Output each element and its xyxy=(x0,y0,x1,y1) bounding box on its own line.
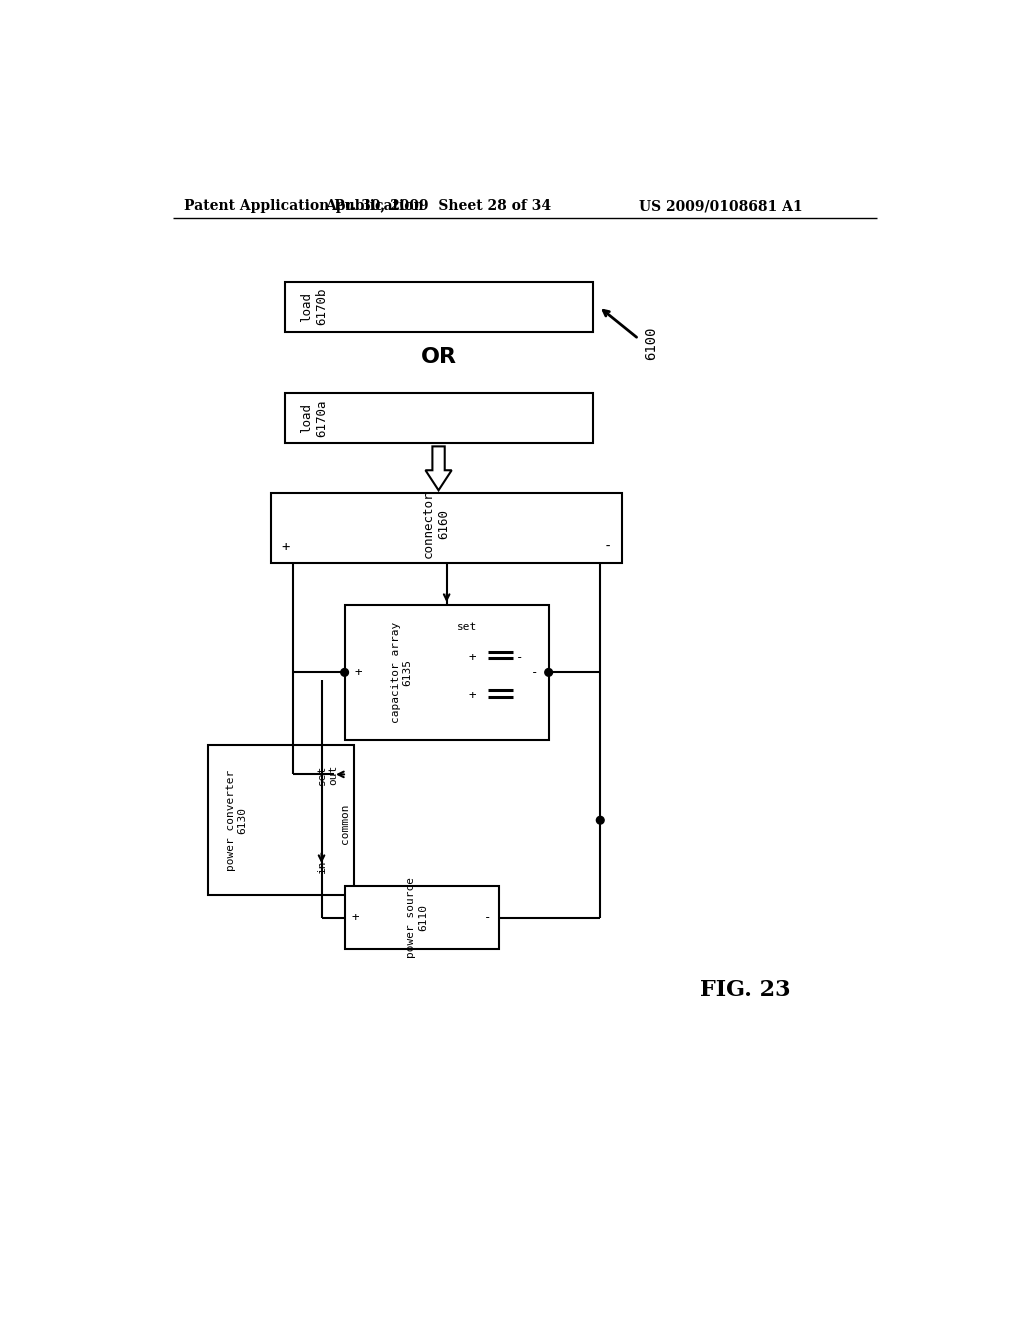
Text: connector
6160: connector 6160 xyxy=(422,491,451,558)
Text: capacitor array
6135: capacitor array 6135 xyxy=(391,622,413,723)
Circle shape xyxy=(341,668,348,676)
Text: out: out xyxy=(328,764,338,784)
Polygon shape xyxy=(425,446,452,490)
Text: +: + xyxy=(351,911,359,924)
Text: +: + xyxy=(469,651,476,664)
Bar xyxy=(345,605,549,739)
Text: set: set xyxy=(316,764,327,784)
Text: Apr. 30, 2009  Sheet 28 of 34: Apr. 30, 2009 Sheet 28 of 34 xyxy=(326,199,552,213)
Text: power converter
6130: power converter 6130 xyxy=(226,770,248,871)
Text: +: + xyxy=(282,540,290,554)
Text: US 2009/0108681 A1: US 2009/0108681 A1 xyxy=(639,199,803,213)
Text: load
6170a: load 6170a xyxy=(300,400,328,437)
Text: power source
6110: power source 6110 xyxy=(407,876,428,958)
Text: set: set xyxy=(457,622,477,631)
Text: FIG. 23: FIG. 23 xyxy=(700,979,791,1001)
Text: -: - xyxy=(516,651,523,664)
Text: Patent Application Publication: Patent Application Publication xyxy=(184,199,424,213)
Text: -: - xyxy=(531,665,539,678)
Text: common: common xyxy=(340,804,349,845)
Bar xyxy=(285,393,593,444)
Text: 6100: 6100 xyxy=(644,327,658,360)
Bar xyxy=(285,281,593,331)
Bar xyxy=(208,744,354,895)
Circle shape xyxy=(596,816,604,824)
Bar xyxy=(345,886,499,949)
Text: OR: OR xyxy=(421,347,457,367)
Text: -: - xyxy=(484,911,492,924)
Bar xyxy=(271,494,622,562)
Text: +: + xyxy=(354,665,362,678)
Circle shape xyxy=(545,668,553,676)
Text: -: - xyxy=(604,540,612,554)
Text: +: + xyxy=(469,689,476,702)
Text: load
6170b: load 6170b xyxy=(300,288,328,325)
Text: in: in xyxy=(316,859,327,873)
